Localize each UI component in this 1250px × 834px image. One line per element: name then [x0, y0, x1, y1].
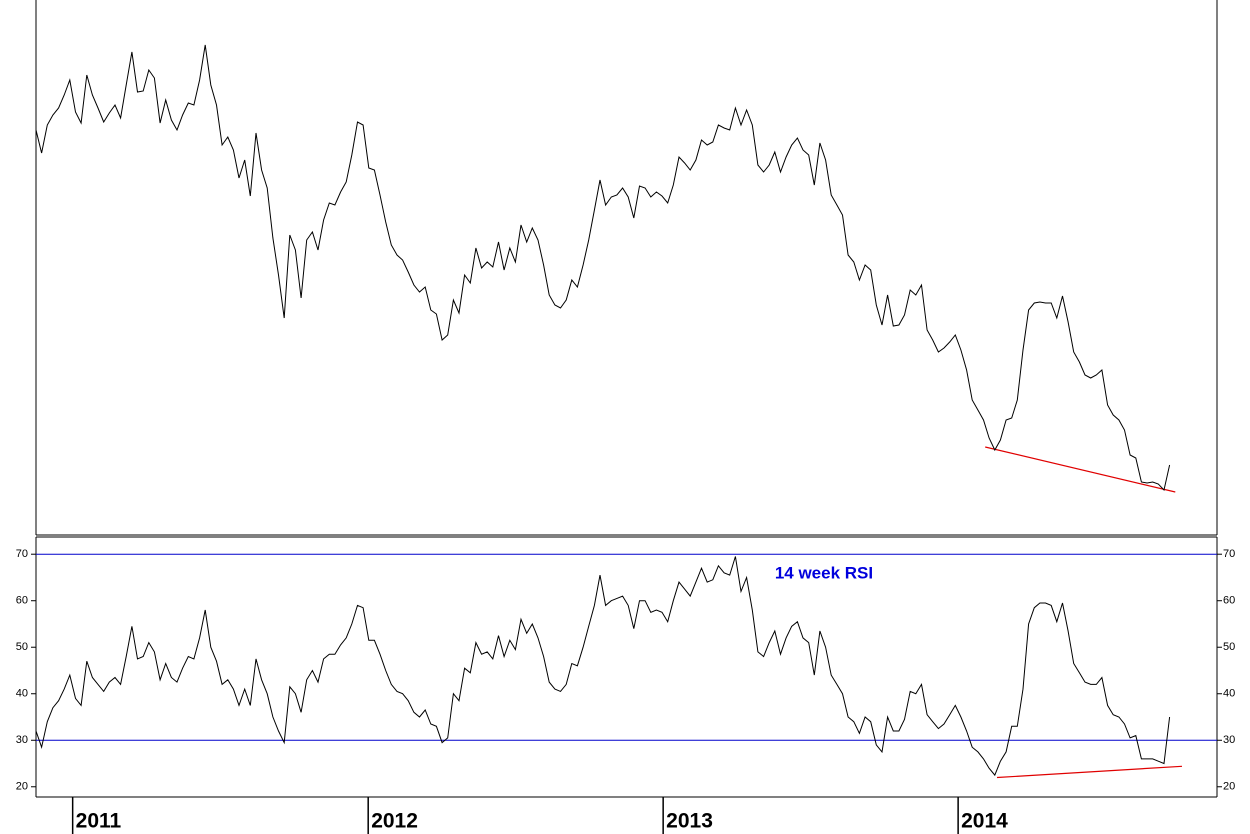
price-line: [35, 556, 1171, 777]
x-tick-label: 2013: [666, 810, 713, 833]
x-tick-label: 2011: [76, 810, 122, 833]
y-tick-label: 40: [16, 688, 28, 700]
annotation: 14 week RSI: [775, 564, 873, 583]
y-tick-label: 50: [1223, 641, 1235, 653]
x-tick-label: 2012: [371, 810, 418, 833]
price-line: [35, 44, 1171, 492]
y-tick-label: 70: [16, 548, 28, 560]
y-tick-label: 70: [1223, 548, 1235, 560]
y-tick-label: 60: [16, 595, 28, 607]
trend-line: [996, 765, 1183, 779]
y-tick-label: 20: [1223, 781, 1235, 793]
y-tick-label: 50: [16, 641, 28, 653]
y-tick-label: 60: [1223, 595, 1235, 607]
trend-line: [985, 446, 1176, 493]
x-tick-label: 2014: [961, 810, 1008, 833]
y-tick-label: 30: [1223, 734, 1235, 746]
y-tick-label: 20: [16, 781, 28, 793]
y-tick-label: 40: [1223, 688, 1235, 700]
y-tick-label: 30: [16, 734, 28, 746]
